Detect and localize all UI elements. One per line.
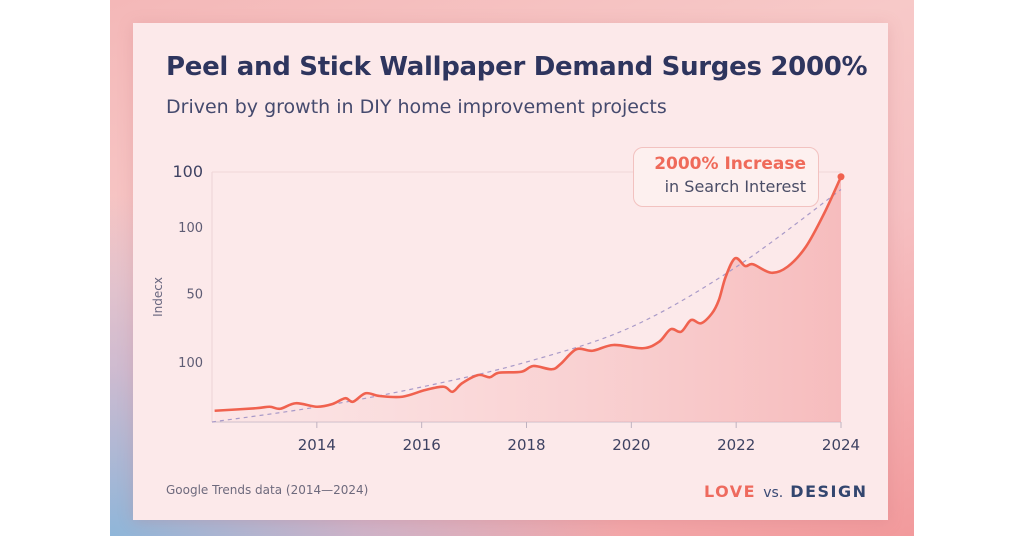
brand-logo: LOVE vs. DESIGN xyxy=(704,482,868,501)
y-tick-label: 50 xyxy=(186,287,203,302)
x-tick-label: 2018 xyxy=(507,436,545,454)
x-tick-label: 2016 xyxy=(403,436,441,454)
x-tick-label: 2014 xyxy=(298,436,336,454)
x-tick-label: 2020 xyxy=(612,436,650,454)
source-note: Google Trends data (2014—2024) xyxy=(166,483,369,497)
chart-subtitle: Driven by growth in DIY home improvement… xyxy=(166,96,667,118)
x-tick-label: 2024 xyxy=(822,436,860,454)
y-tick-label: 100 xyxy=(178,356,203,371)
y-tick-label: 100 xyxy=(172,162,203,181)
endpoint-marker xyxy=(837,173,845,181)
callout-box: 2000% Increase in Search Interest xyxy=(633,147,819,207)
y-axis-label: Indecx xyxy=(151,277,165,317)
area-fill xyxy=(214,176,841,422)
callout-detail: in Search Interest xyxy=(664,177,806,196)
series-line xyxy=(214,176,843,413)
y-tick-label: 100 xyxy=(178,221,203,236)
chart-title: Peel and Stick Wallpaper Demand Surges 2… xyxy=(166,52,868,82)
callout-headline: 2000% Increase xyxy=(654,154,806,174)
x-tick-label: 2022 xyxy=(717,436,755,454)
